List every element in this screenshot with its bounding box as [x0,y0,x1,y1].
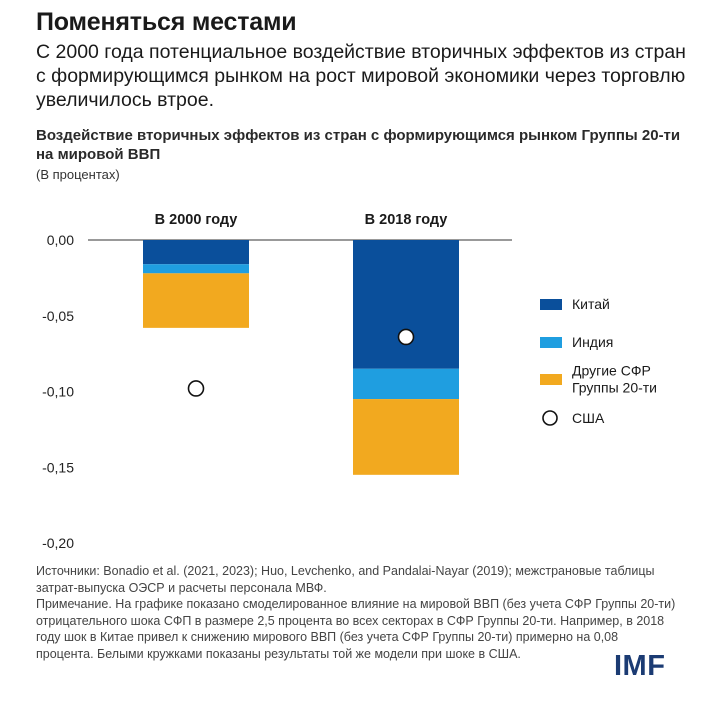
legend-label: Китай [572,296,610,312]
category-labels: В 2000 году В 2018 году [155,212,448,228]
legend-swatch [540,299,562,310]
bar-segment [143,273,249,328]
legend-label: Индия [572,334,613,350]
bar-segment [143,240,249,265]
page-title: Поменяться местами [36,8,297,36]
chart-unit-note: (В процентах) [36,167,120,182]
legend-usa-marker [542,410,558,426]
y-tick-label: -0,15 [42,459,74,475]
chart: 0,00-0,05-0,10-0,15-0,20 В 2000 году В 20… [42,212,657,551]
footnotes: Источники: Bonadio et al. (2021, 2023); … [36,563,676,662]
usa-marker [397,328,415,346]
legend-label: Другие СФР [572,363,651,379]
legend-label: США [572,410,605,426]
page-subtitle: С 2000 года потенциальное воздействие вт… [36,41,686,111]
y-tick-label: -0,05 [42,308,74,324]
note-text: Примечание. На графике показано смоделир… [36,597,676,661]
bar-segment [353,240,459,369]
y-tick-label: -0,20 [42,535,74,551]
sources-text: Источники: Bonadio et al. (2021, 2023); … [36,564,655,595]
chart-title: Воздействие вторичных эффектов из стран … [36,127,681,163]
bar-segment [353,399,459,475]
category-label: В 2000 году [155,212,238,228]
legend-swatch [540,374,562,385]
bars [143,240,459,475]
bar-segment [143,264,249,274]
usa-marker [187,380,205,397]
imf-logo: IMF [614,650,666,682]
bar-segment [353,368,459,400]
y-tick-label: 0,00 [47,232,74,248]
legend-swatch [540,337,562,348]
category-label: В 2018 году [365,212,448,228]
y-tick-label: -0,10 [42,384,74,400]
usa-markers [187,328,415,397]
legend-label: Группы 20-ти [572,380,657,396]
